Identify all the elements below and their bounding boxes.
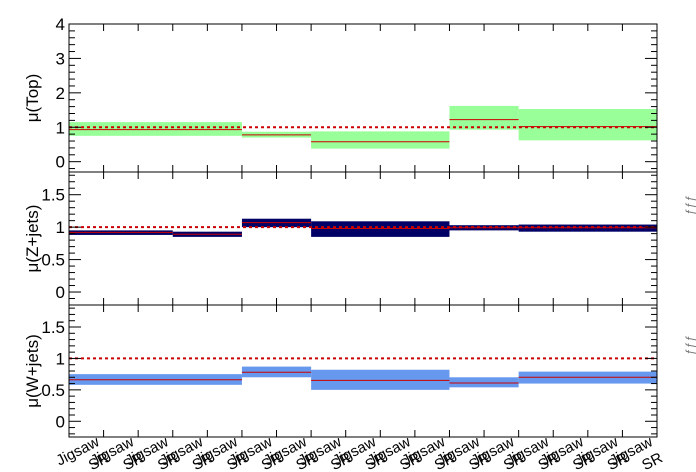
y-tick-label: 0: [56, 283, 65, 302]
uncertainty-band: [69, 122, 242, 136]
x-bin-sublabel: SR: [86, 449, 112, 472]
panel-3: 0 0.5 1 1.5μ(W+jets): [23, 304, 658, 438]
x-bin-sublabel: SR: [570, 449, 596, 472]
x-bin-sublabel: SR: [259, 449, 285, 472]
x-bin-sublabel: SR: [224, 449, 250, 472]
uncertainty-band: [311, 369, 450, 390]
x-bin-sublabel: SR: [501, 449, 527, 472]
uncertainty-band: [518, 109, 657, 141]
x-bin-labels: JigsawSRJigsawSRJigsawSRJigsawSRJigsawSR…: [54, 433, 666, 472]
x-bin-sublabel: SR: [466, 449, 492, 472]
y-axis-title: μ(Z+jets): [23, 205, 42, 273]
y-tick-label: 1: [56, 218, 65, 237]
uncertainty-band: [449, 105, 519, 130]
panel-1: 0 1 2 3 4 μ(Top): [23, 15, 658, 173]
x-bin-sublabel: SR: [155, 449, 181, 472]
y-tick-label: 3: [56, 49, 65, 68]
y-tick-label: 2: [56, 84, 65, 103]
y-axis-title: μ(W+jets): [23, 334, 42, 408]
uncertainty-band: [311, 131, 450, 149]
x-bin-sublabel: SR: [397, 449, 423, 472]
x-bin-sublabel: SR: [190, 449, 216, 472]
x-bin-sublabel: SR: [328, 449, 354, 472]
side-glyphs: ƒƒƒ ƒƒƒ: [683, 195, 696, 355]
y-tick-label: 1.5: [41, 318, 65, 337]
x-bin-sublabel: SR: [363, 449, 389, 472]
panel-2: 0 0.5 1 1.5μ(Z+jets): [23, 171, 658, 306]
y-tick-label: 1: [56, 118, 65, 137]
panels: 01234μ(Top)00.511.5μ(Z+jets)00.511.5μ(W+…: [23, 15, 658, 438]
y-tick-label: 0: [56, 153, 65, 172]
y-axis-title: μ(Top): [23, 74, 42, 123]
y-tick-label: 1.5: [41, 186, 65, 205]
x-bin-sublabel: SR: [605, 449, 631, 472]
panel-frame: [68, 23, 658, 173]
x-bin-sublabel: SR: [639, 449, 665, 472]
side-glyph: ƒƒƒ: [683, 195, 696, 215]
y-tick-label: 1: [56, 349, 65, 368]
y-tick-label: 0: [56, 412, 65, 431]
panel-frame: [68, 171, 658, 306]
x-bin-sublabel: SR: [293, 449, 319, 472]
y-tick-label: 0.5: [41, 251, 65, 270]
x-bin-sublabel: SR: [120, 449, 146, 472]
y-tick-label: 0.5: [41, 381, 65, 400]
uncertainty-band: [449, 377, 519, 388]
y-tick-label: 4: [56, 15, 65, 34]
uncertainty-band: [311, 221, 450, 237]
x-bin-sublabel: SR: [432, 449, 458, 472]
x-bin-sublabel: SR: [535, 449, 561, 472]
side-glyph: ƒƒƒ: [683, 335, 696, 355]
